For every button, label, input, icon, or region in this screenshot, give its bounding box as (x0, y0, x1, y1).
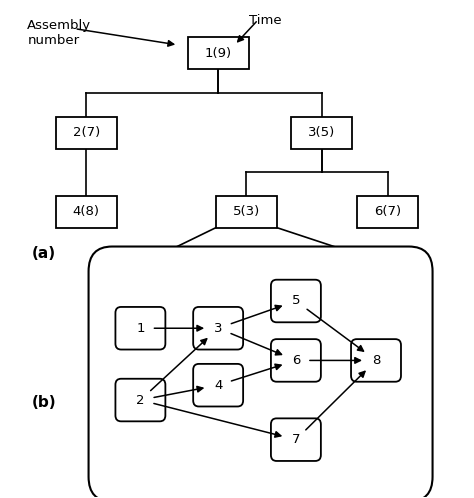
FancyBboxPatch shape (116, 379, 165, 421)
Text: 3(5): 3(5) (308, 126, 336, 139)
FancyBboxPatch shape (271, 280, 321, 322)
FancyBboxPatch shape (193, 364, 243, 406)
Text: 2(7): 2(7) (73, 126, 100, 139)
Text: 1(9): 1(9) (205, 47, 232, 60)
Text: 6(7): 6(7) (374, 205, 401, 218)
FancyBboxPatch shape (357, 196, 419, 228)
Text: (b): (b) (31, 395, 56, 410)
Text: 3: 3 (214, 322, 222, 335)
Text: 8: 8 (372, 354, 380, 367)
Text: (a): (a) (32, 247, 56, 261)
Text: 2: 2 (136, 393, 145, 406)
FancyBboxPatch shape (55, 117, 117, 149)
Text: Time: Time (249, 14, 282, 27)
Text: 5(3): 5(3) (233, 205, 260, 218)
Text: 4(8): 4(8) (73, 205, 100, 218)
Text: 5: 5 (292, 294, 300, 307)
Text: 1: 1 (136, 322, 145, 335)
FancyBboxPatch shape (271, 339, 321, 382)
FancyBboxPatch shape (271, 418, 321, 461)
FancyBboxPatch shape (351, 339, 401, 382)
Text: 6: 6 (292, 354, 300, 367)
FancyBboxPatch shape (116, 307, 165, 350)
FancyBboxPatch shape (193, 307, 243, 350)
FancyBboxPatch shape (216, 196, 277, 228)
Text: 7: 7 (292, 433, 300, 446)
FancyBboxPatch shape (89, 247, 433, 498)
Text: 4: 4 (214, 378, 222, 392)
Text: Assembly
number: Assembly number (27, 19, 91, 47)
FancyBboxPatch shape (55, 196, 117, 228)
FancyBboxPatch shape (188, 37, 249, 70)
FancyBboxPatch shape (291, 117, 353, 149)
